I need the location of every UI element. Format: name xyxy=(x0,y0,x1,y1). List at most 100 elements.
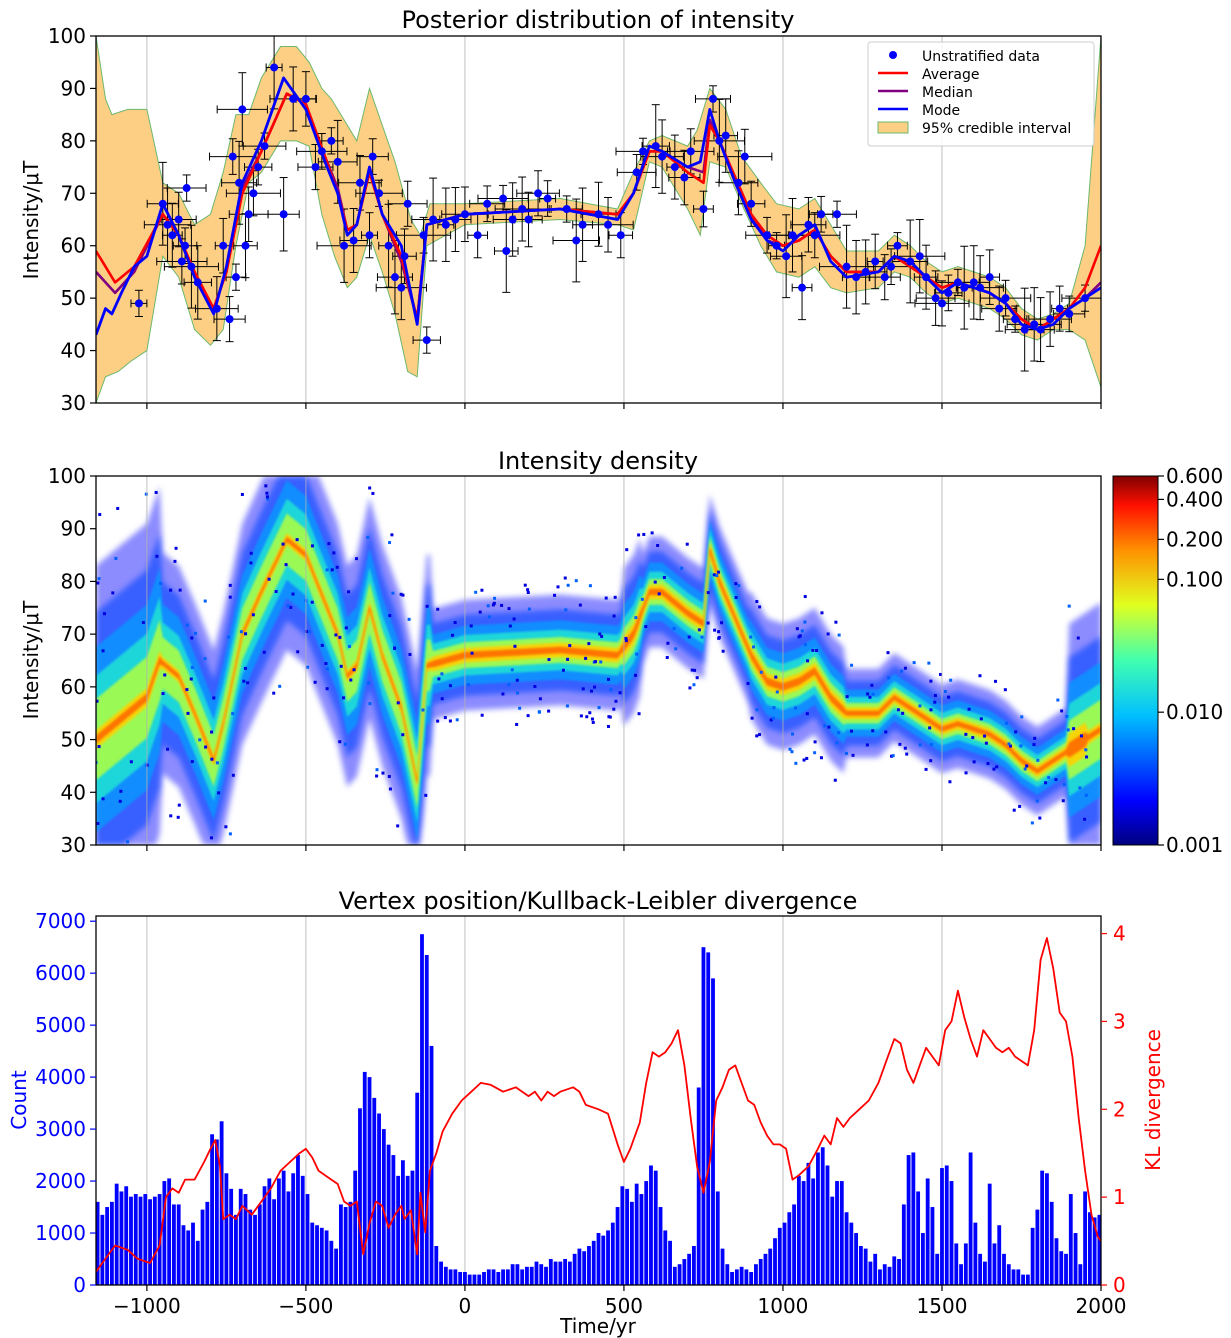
density-speck xyxy=(865,743,869,747)
density-speck xyxy=(1036,758,1040,762)
count-bar xyxy=(386,1144,391,1285)
density-speck xyxy=(771,716,775,720)
count-bar xyxy=(272,1199,277,1285)
density-speck xyxy=(388,541,392,545)
count-bar xyxy=(925,1178,930,1285)
panel-2-title: Intensity density xyxy=(498,447,698,475)
count-bar xyxy=(734,1269,739,1285)
density-speck xyxy=(800,629,804,633)
density-speck xyxy=(1020,715,1024,719)
density-speck xyxy=(190,760,194,764)
density-speck xyxy=(887,676,891,680)
count-bar xyxy=(835,1181,839,1285)
density-speck xyxy=(642,532,646,536)
density-speck xyxy=(231,712,235,716)
density-speck xyxy=(588,584,592,588)
count-bar xyxy=(1097,1214,1101,1285)
density-speck xyxy=(625,548,629,552)
data-point xyxy=(632,168,641,177)
data-point xyxy=(238,105,247,114)
count-bar xyxy=(720,1248,725,1285)
density-speck xyxy=(713,628,717,632)
density-speck xyxy=(593,685,597,689)
density-speck xyxy=(608,715,612,719)
data-point xyxy=(279,210,288,219)
density-speck xyxy=(1084,793,1088,797)
density-speck xyxy=(585,715,589,719)
count-bar xyxy=(1035,1209,1040,1285)
density-speck xyxy=(265,495,269,499)
count-bar xyxy=(424,954,429,1285)
density-speck xyxy=(512,617,516,621)
density-speck xyxy=(491,603,495,607)
count-bar xyxy=(472,1274,477,1285)
y-tick-label: 70 xyxy=(61,622,86,646)
data-point xyxy=(944,288,953,297)
density-speck xyxy=(1060,709,1064,713)
density-speck xyxy=(96,760,98,764)
data-point xyxy=(241,241,250,250)
density-speck xyxy=(141,621,145,625)
density-speck xyxy=(515,678,519,682)
data-point xyxy=(193,278,202,287)
density-speck xyxy=(513,644,517,648)
count-bar xyxy=(1073,1233,1078,1285)
density-speck xyxy=(102,612,106,616)
density-speck xyxy=(547,709,551,713)
count-bar xyxy=(300,1175,305,1285)
y-tick-label: 5000 xyxy=(35,1013,86,1037)
data-point xyxy=(212,304,221,313)
density-speck xyxy=(717,570,721,574)
count-bar xyxy=(706,952,711,1285)
density-speck xyxy=(421,708,425,712)
colorbar-tick-label: 0.010 xyxy=(1166,700,1223,724)
data-point xyxy=(397,283,406,292)
density-speck xyxy=(568,644,572,648)
density-speck xyxy=(391,591,395,595)
count-bar xyxy=(610,1222,615,1285)
data-point xyxy=(651,142,660,151)
count-bar xyxy=(854,1233,859,1285)
y-tick-label: 30 xyxy=(61,391,86,415)
density-speck xyxy=(695,676,699,680)
count-bar xyxy=(563,1259,568,1285)
density-speck xyxy=(803,643,807,647)
panel-3-y2-ticks: 0 1 2 3 4 xyxy=(1101,922,1126,1297)
count-bar xyxy=(109,1201,114,1285)
density-speck xyxy=(155,554,159,558)
density-speck xyxy=(469,624,473,628)
count-bar xyxy=(987,1183,992,1285)
data-points xyxy=(134,63,1090,345)
density-speck xyxy=(597,706,601,710)
count-bar xyxy=(253,1214,257,1285)
y-tick-label: 70 xyxy=(61,181,86,205)
y-tick-label: 40 xyxy=(61,339,86,363)
data-point xyxy=(861,267,870,276)
data-point xyxy=(893,241,902,250)
y-tick-label: 30 xyxy=(61,833,86,857)
count-bar xyxy=(625,1188,630,1285)
count-bar xyxy=(959,1264,963,1285)
density-speck xyxy=(227,635,231,639)
density-speck xyxy=(408,652,412,656)
density-speck xyxy=(274,589,278,593)
y-tick-label: 40 xyxy=(61,780,86,804)
density-speck xyxy=(217,791,221,795)
density-speck xyxy=(1025,764,1029,768)
density-speck xyxy=(264,484,268,488)
count-bar xyxy=(901,1204,906,1285)
density-speck xyxy=(697,628,701,632)
count-bar xyxy=(973,1222,978,1285)
y-tick-label: 7000 xyxy=(35,909,86,933)
data-point xyxy=(562,205,571,214)
density-speck xyxy=(579,714,583,718)
count-bar xyxy=(415,1092,420,1285)
count-bar xyxy=(324,1230,329,1285)
count-bar xyxy=(477,1274,482,1285)
density-speck xyxy=(480,588,484,592)
density-speck xyxy=(884,730,888,734)
count-bar xyxy=(749,1272,754,1285)
colorbar-tick-label: 0.600 xyxy=(1166,464,1223,488)
data-point xyxy=(906,257,915,266)
count-bar xyxy=(162,1181,167,1285)
